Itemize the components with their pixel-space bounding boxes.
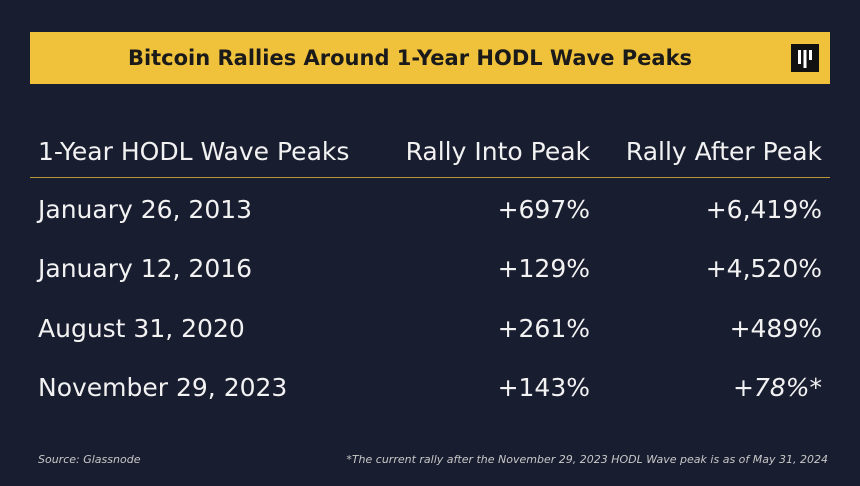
column-header: Rally After Peak: [625, 137, 822, 166]
table-cell: August 31, 2020: [38, 314, 245, 343]
title: Bitcoin Rallies Around 1-Year HODL Wave …: [127, 46, 693, 70]
table-cell: November 29, 2023: [38, 373, 288, 402]
footnote: *The current rally after the November 29…: [346, 453, 828, 466]
column-header: 1-Year HODL Wave Peaks: [38, 137, 350, 166]
table-cell: +129%: [497, 254, 590, 283]
table-cell: +697%: [497, 195, 590, 224]
header-rule: [30, 177, 830, 178]
table-cell: +261%: [497, 314, 590, 343]
table-cell: January 26, 2013: [38, 195, 253, 224]
table-cell: +489%: [729, 314, 822, 343]
table-cell: +6,419%: [705, 195, 822, 224]
table-cell: +4,520%: [705, 254, 822, 283]
title-banner: Bitcoin Rallies Around 1-Year HODL Wave …: [30, 32, 830, 84]
column-header: Rally Into Peak: [405, 137, 590, 166]
source: Source: Glassnode: [38, 453, 141, 466]
table-cell: +78%*: [732, 373, 822, 402]
table-cell: +143%: [497, 373, 590, 402]
logo: [791, 44, 819, 72]
table-cell: January 12, 2016: [38, 254, 253, 283]
